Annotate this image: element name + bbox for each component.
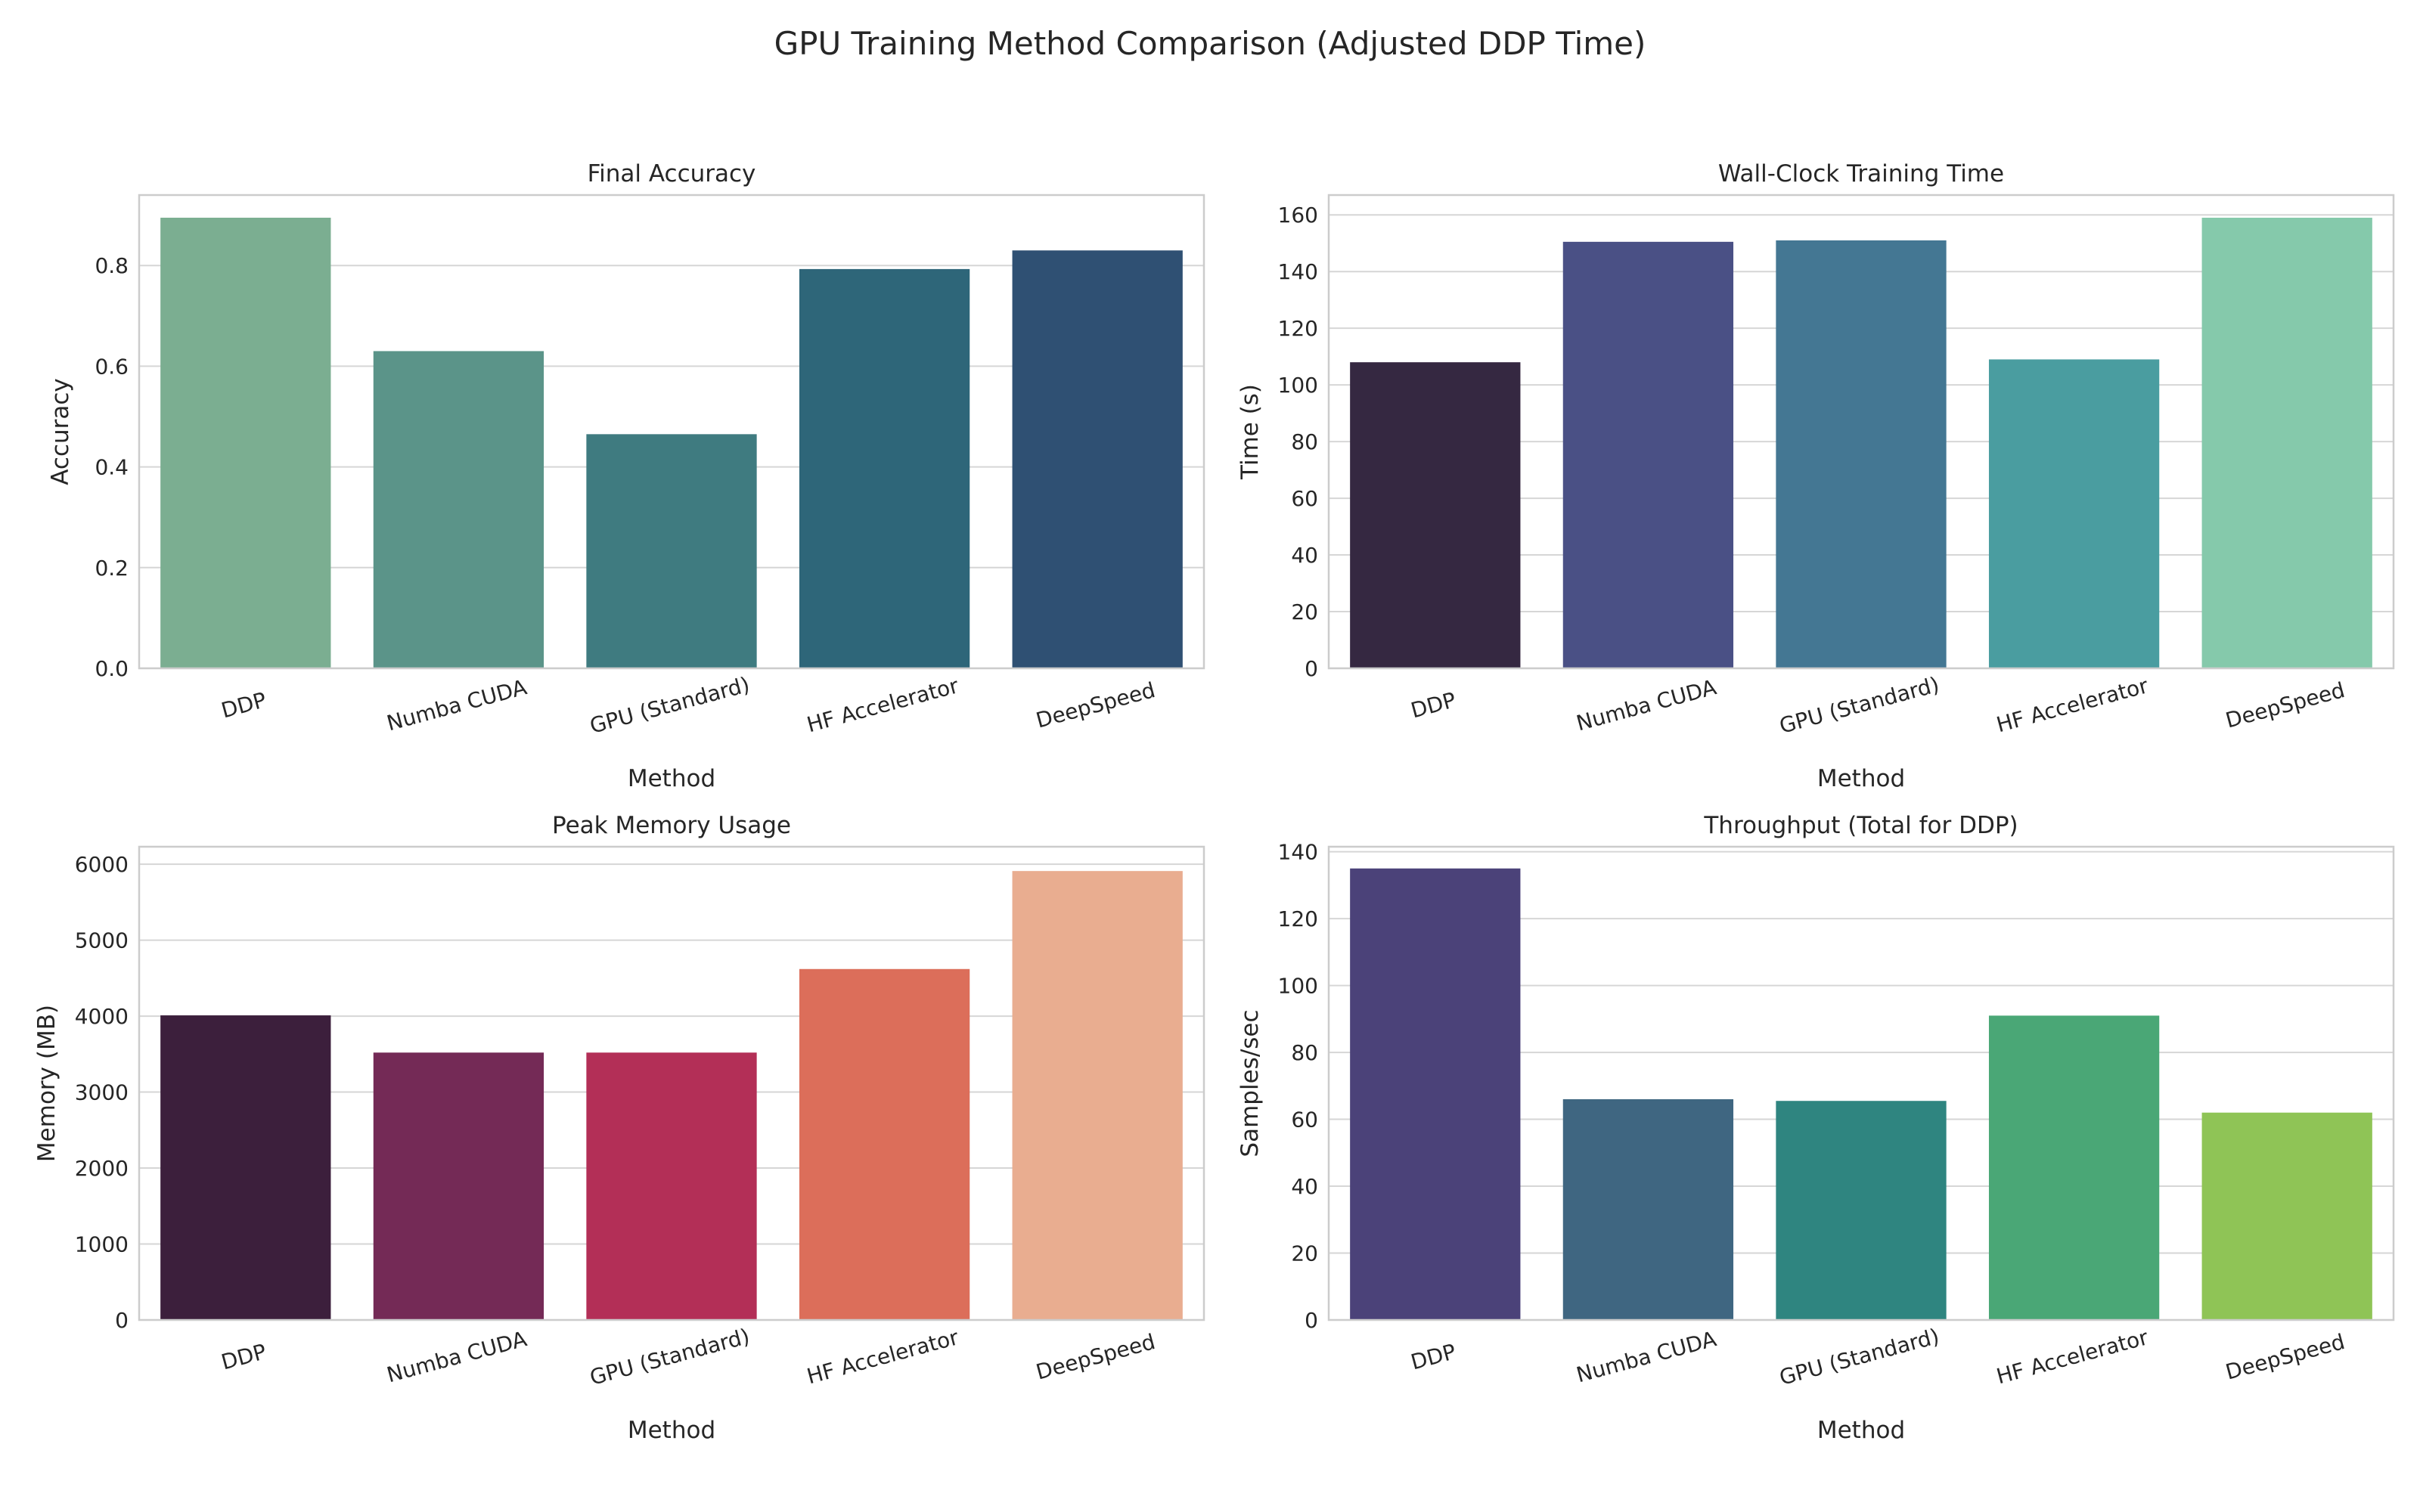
x-tick-label: HF Accelerator <box>1993 673 2151 737</box>
x-axis-label: Method <box>1817 765 1905 792</box>
bar-deepspeed <box>2201 217 2372 668</box>
y-tick-label: 160 <box>1278 203 1318 228</box>
x-tick-label: DDP <box>219 1339 269 1374</box>
y-tick-label: 0.0 <box>95 656 129 681</box>
plot-frame <box>1327 845 2395 1321</box>
x-tick-label: DeepSpeed <box>1033 677 1158 733</box>
y-tick-label: 1000 <box>75 1232 129 1257</box>
bar-hf-accelerator <box>1988 359 2160 668</box>
y-tick-label: 40 <box>1291 543 1318 568</box>
y-tick-label: 20 <box>1291 1241 1318 1266</box>
y-axis-label: Samples/sec <box>1236 1009 1264 1157</box>
x-tick-label: DeepSpeed <box>1033 1329 1158 1385</box>
y-tick-label: 60 <box>1291 486 1318 511</box>
y-tick-label: 20 <box>1291 600 1318 624</box>
x-tick-label: Numba CUDA <box>1574 1326 1719 1387</box>
y-tick-label: 5000 <box>75 928 129 953</box>
bar-deepspeed <box>1012 250 1183 668</box>
bar-ddp <box>1350 362 1521 668</box>
y-tick-label: 80 <box>1291 1040 1318 1065</box>
bar-hf-accelerator <box>1988 1015 2160 1320</box>
bar-hf-accelerator <box>799 268 970 668</box>
bar-ddp <box>160 217 331 668</box>
subplot-2: 0 20 40 60 80 100 120 140 160 DDP Numba CUDA GPU (S… <box>1236 160 2395 792</box>
x-tick-label: GPU (Standard) <box>1776 1324 1941 1390</box>
subplot-3: 0 1000 2000 3000 4000 5000 6000 DDP Numba CUDA GP… <box>33 812 1205 1444</box>
subplot-title: Final Accuracy <box>588 160 756 187</box>
bar-deepspeed <box>1012 871 1183 1320</box>
subplot-title: Peak Memory Usage <box>552 812 791 839</box>
subplot-1: 0.0 0.2 0.4 0.6 0.8 DDP Numba CUDA GPU (Standar… <box>47 160 1205 792</box>
y-tick-label: 3000 <box>75 1080 129 1105</box>
x-axis-label: Method <box>1817 1417 1905 1444</box>
bar-numba-cuda <box>1562 241 1734 668</box>
x-tick-label: GPU (Standard) <box>587 672 752 739</box>
bar-numba-cuda <box>373 1052 544 1320</box>
x-tick-label: Numba CUDA <box>384 1326 529 1387</box>
y-axis-label: Memory (MB) <box>33 1005 60 1162</box>
x-axis-label: Method <box>628 1417 715 1444</box>
y-tick-label: 120 <box>1278 906 1318 931</box>
subplot-title: Throughput (Total for DDP) <box>1703 812 2018 839</box>
y-tick-label: 6000 <box>75 852 129 877</box>
y-tick-label: 0.2 <box>95 556 129 581</box>
y-tick-label: 0.8 <box>95 253 129 278</box>
bar-gpu-standard <box>586 1052 757 1320</box>
subplot-4: 0 20 40 60 80 100 120 140 DDP Numba CUDA GPU (Stan… <box>1236 812 2395 1444</box>
y-tick-label: 0.6 <box>95 354 129 379</box>
y-tick-label: 120 <box>1278 316 1318 341</box>
x-tick-label: HF Accelerator <box>804 1325 961 1389</box>
y-tick-label: 0.4 <box>95 455 129 480</box>
x-tick-label: DeepSpeed <box>2223 1329 2347 1385</box>
x-tick-label: DDP <box>1408 1339 1459 1374</box>
y-tick-label: 0 <box>115 1308 129 1333</box>
bar-gpu-standard <box>1776 1101 1947 1320</box>
x-tick-label: DDP <box>219 687 269 723</box>
plot-frame <box>138 194 1205 670</box>
y-tick-label: 80 <box>1291 429 1318 454</box>
y-tick-label: 100 <box>1278 373 1318 398</box>
bar-hf-accelerator <box>799 968 970 1320</box>
x-tick-label: DeepSpeed <box>2223 677 2347 733</box>
bar-ddp <box>1350 868 1521 1320</box>
bar-numba-cuda <box>1562 1099 1734 1320</box>
x-axis-label: Method <box>628 765 715 792</box>
x-tick-label: GPU (Standard) <box>587 1324 752 1390</box>
y-axis-label: Accuracy <box>47 378 74 485</box>
y-tick-label: 2000 <box>75 1156 129 1181</box>
x-tick-label: Numba CUDA <box>1574 674 1719 736</box>
y-tick-label: 4000 <box>75 1004 129 1029</box>
bar-gpu-standard <box>586 434 757 668</box>
x-tick-label: GPU (Standard) <box>1776 672 1941 739</box>
x-tick-label: DDP <box>1408 687 1459 723</box>
y-tick-label: 40 <box>1291 1174 1318 1199</box>
y-axis-label: Time (s) <box>1236 384 1264 480</box>
y-tick-label: 0 <box>1305 656 1318 681</box>
y-tick-label: 140 <box>1278 840 1318 865</box>
subplot-title: Wall-Clock Training Time <box>1718 160 2004 187</box>
bar-numba-cuda <box>373 351 544 668</box>
bar-deepspeed <box>2201 1112 2372 1320</box>
plot-frame <box>1327 194 2395 670</box>
bar-gpu-standard <box>1776 240 1947 668</box>
bar-ddp <box>160 1015 331 1320</box>
x-tick-label: HF Accelerator <box>1993 1325 2151 1389</box>
figure-title: GPU Training Method Comparison (Adjusted… <box>774 25 1646 62</box>
y-tick-label: 0 <box>1305 1308 1318 1333</box>
y-tick-label: 140 <box>1278 259 1318 284</box>
y-tick-label: 100 <box>1278 974 1318 999</box>
plot-frame <box>138 845 1205 1321</box>
x-tick-label: Numba CUDA <box>384 674 529 736</box>
x-tick-label: HF Accelerator <box>804 673 961 737</box>
y-tick-label: 60 <box>1291 1108 1318 1132</box>
